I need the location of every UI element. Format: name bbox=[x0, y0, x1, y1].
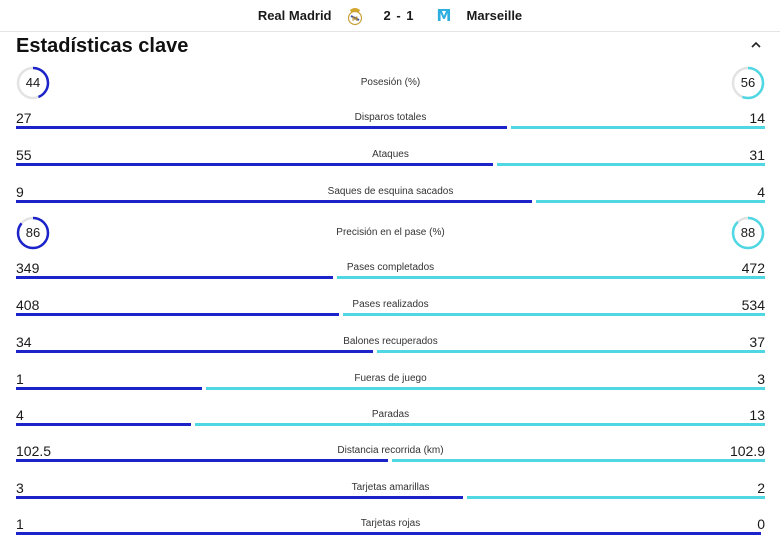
away-bar bbox=[511, 126, 765, 129]
marseille-crest-icon: M bbox=[436, 7, 451, 25]
svg-text:M: M bbox=[352, 16, 358, 23]
stat-row: Fueras de juego 1 3 bbox=[16, 370, 765, 392]
home-ring-gauge bbox=[16, 66, 50, 100]
away-bar bbox=[377, 350, 765, 353]
home-bar bbox=[16, 459, 388, 462]
home-value: 9 bbox=[16, 184, 24, 200]
away-ring-gauge bbox=[731, 216, 765, 250]
stat-row: Pases completados 349 472 bbox=[16, 259, 765, 281]
stat-row: Pases realizados 408 534 bbox=[16, 296, 765, 318]
home-value: 3 bbox=[16, 480, 24, 496]
stat-row: Posesión (%) 44 56 bbox=[16, 66, 765, 100]
stat-row: Ataques 55 31 bbox=[16, 146, 765, 168]
stat-row: Paradas 4 13 bbox=[16, 406, 765, 428]
home-value: 27 bbox=[16, 110, 32, 126]
home-bar bbox=[16, 276, 333, 279]
stat-label: Posesión (%) bbox=[360, 77, 421, 88]
stat-label: Disparos totales bbox=[354, 112, 427, 123]
svg-text:M: M bbox=[436, 7, 451, 25]
away-bar bbox=[467, 496, 765, 499]
away-bar bbox=[343, 313, 765, 316]
home-ring-gauge bbox=[16, 216, 50, 250]
home-bar bbox=[16, 496, 463, 499]
stat-row: Precisión en el pase (%) 86 88 bbox=[16, 216, 765, 250]
home-bar bbox=[16, 387, 202, 390]
away-value: 13 bbox=[749, 407, 765, 423]
away-value: 31 bbox=[749, 147, 765, 163]
away-ring-arc bbox=[731, 216, 765, 250]
home-bar bbox=[16, 200, 532, 203]
home-team-name[interactable]: Real Madrid bbox=[257, 8, 332, 23]
stat-label: Tarjetas rojas bbox=[360, 518, 421, 529]
stat-label: Pases completados bbox=[346, 262, 435, 273]
stat-label: Fueras de juego bbox=[354, 373, 427, 384]
away-bar bbox=[195, 423, 765, 426]
away-ring-arc bbox=[731, 66, 765, 100]
stat-label: Pases realizados bbox=[352, 299, 429, 310]
stat-row: Balones recuperados 34 37 bbox=[16, 333, 765, 355]
home-bar bbox=[16, 313, 339, 316]
away-ring-gauge bbox=[731, 66, 765, 100]
home-bar bbox=[16, 126, 507, 129]
stat-row: Tarjetas amarillas 3 2 bbox=[16, 479, 765, 501]
stat-label: Precisión en el pase (%) bbox=[336, 227, 445, 238]
home-bar bbox=[16, 163, 493, 166]
away-bar bbox=[536, 200, 765, 203]
home-value: 408 bbox=[16, 297, 40, 313]
away-value: 4 bbox=[757, 184, 765, 200]
away-bar bbox=[337, 276, 765, 279]
stat-row: Distancia recorrida (km) 102.5 102.9 bbox=[16, 442, 765, 464]
real-madrid-crest-icon: M bbox=[347, 7, 362, 25]
stat-label: Tarjetas amarillas bbox=[351, 482, 430, 493]
stat-row: Disparos totales 27 14 bbox=[16, 109, 765, 131]
stat-row: Saques de esquina sacados 9 4 bbox=[16, 183, 765, 205]
section-title: Estadísticas clave bbox=[16, 35, 189, 57]
home-value: 349 bbox=[16, 260, 40, 276]
stat-label: Ataques bbox=[372, 149, 409, 160]
home-bar bbox=[16, 350, 373, 353]
away-value: 14 bbox=[749, 110, 765, 126]
away-value: 2 bbox=[757, 480, 765, 496]
away-team-name[interactable]: Marseille bbox=[466, 8, 523, 23]
stat-label: Distancia recorrida (km) bbox=[337, 445, 444, 456]
away-value: 102.9 bbox=[729, 443, 765, 459]
away-bar bbox=[392, 459, 765, 462]
stat-label: Paradas bbox=[371, 409, 410, 420]
home-value: 55 bbox=[16, 147, 32, 163]
away-bar bbox=[497, 163, 765, 166]
home-value: 34 bbox=[16, 334, 32, 350]
stat-label: Balones recuperados bbox=[343, 336, 438, 347]
away-value: 0 bbox=[757, 516, 765, 532]
home-value: 102.5 bbox=[16, 443, 52, 459]
home-ring-arc bbox=[16, 216, 50, 250]
home-bar bbox=[16, 532, 761, 535]
away-value: 88 bbox=[740, 225, 756, 240]
home-value: 1 bbox=[16, 371, 24, 387]
stat-row: Tarjetas rojas 1 0 bbox=[16, 515, 765, 537]
away-value: 3 bbox=[757, 371, 765, 387]
home-value: 44 bbox=[25, 75, 41, 90]
away-value: 56 bbox=[740, 75, 756, 90]
chevron-up-icon[interactable] bbox=[750, 38, 762, 52]
home-ring-arc bbox=[16, 66, 50, 100]
away-value: 534 bbox=[741, 297, 765, 313]
away-bar bbox=[206, 387, 765, 390]
home-value: 86 bbox=[25, 225, 41, 240]
match-header: Real Madrid M 2 - 1 M Marseille bbox=[0, 0, 780, 32]
home-bar bbox=[16, 423, 191, 426]
match-score: 2 - 1 bbox=[383, 8, 415, 23]
away-value: 472 bbox=[741, 260, 765, 276]
home-value: 1 bbox=[16, 516, 24, 532]
away-value: 37 bbox=[749, 334, 765, 350]
stat-label: Saques de esquina sacados bbox=[327, 186, 454, 197]
home-value: 4 bbox=[16, 407, 24, 423]
